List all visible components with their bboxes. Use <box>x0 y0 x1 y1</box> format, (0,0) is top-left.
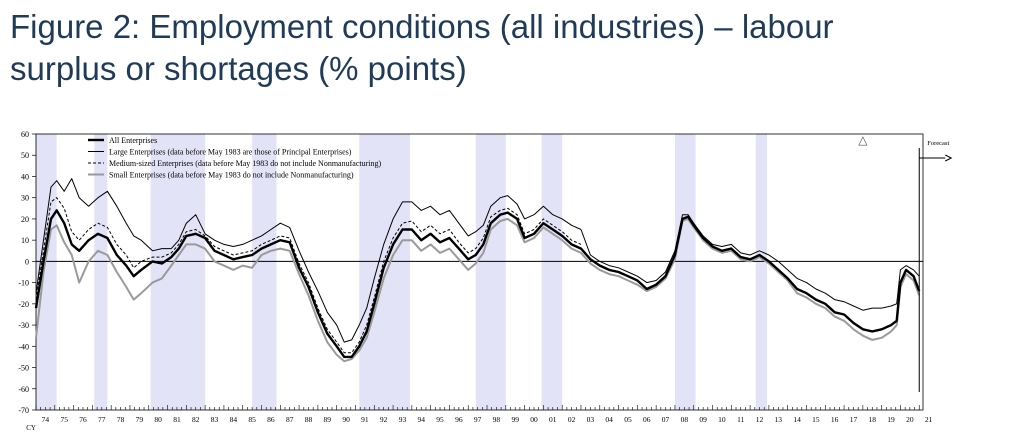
legend-label-3: Small Enterprises (data before May 1983 … <box>109 171 354 180</box>
y-axis: 60 50 40 30 20 10 0 -10 -20 -30 -40 -50 -60 -70 <box>18 130 36 415</box>
recession-band-0 <box>36 134 57 410</box>
series-line-1 <box>35 178 582 343</box>
recession-bands <box>36 134 768 410</box>
x-tick-label: 00 <box>530 415 538 424</box>
x-tick-label: 87 <box>286 415 294 424</box>
y-tick-label: 10 <box>21 236 29 245</box>
forecast-arrowhead <box>945 154 953 162</box>
recession-band-5 <box>475 134 506 410</box>
x-tick-label: 80 <box>154 415 162 424</box>
x-tick-label: 79 <box>136 415 144 424</box>
x-tick-label: 83 <box>211 415 219 424</box>
x-tick-label: 93 <box>399 415 407 424</box>
x-tick-label: 12 <box>756 415 764 424</box>
x-tick-label: 09 <box>699 415 707 424</box>
x-tick-label: 05 <box>624 415 632 424</box>
series-lines <box>34 178 921 363</box>
figure-title-line-1: Figure 2: Employment conditions (all ind… <box>10 8 834 45</box>
recession-band-8 <box>755 134 768 410</box>
recession-band-4 <box>359 134 410 410</box>
y-tick-label: 50 <box>21 151 29 160</box>
x-tick-label: 77 <box>98 415 106 424</box>
recession-band-6 <box>541 134 563 410</box>
plot-border <box>35 133 924 411</box>
x-tick-label: 10 <box>718 415 726 424</box>
x-tick-label: 78 <box>117 415 125 424</box>
x-tick-label: 20 <box>906 415 914 424</box>
x-tick-label: 82 <box>192 415 200 424</box>
x-tick-label: 19 <box>887 415 895 424</box>
legend-label-0: All Enterprises <box>109 136 157 145</box>
x-tick-label: 85 <box>248 415 256 424</box>
x-tick-label: 07 <box>662 415 670 424</box>
x-tick-label: 98 <box>493 415 501 424</box>
x-tick-label: 15 <box>812 415 820 424</box>
y-tick-label: 60 <box>21 130 29 139</box>
x-tick-label: 92 <box>380 415 388 424</box>
y-tick-label: -40 <box>18 342 29 351</box>
x-tick-label: 84 <box>230 415 238 424</box>
x-tick-label: 08 <box>681 415 689 424</box>
x-tick-label: 94 <box>417 415 425 424</box>
y-tick-label: -70 <box>18 406 29 415</box>
x-tick-label: 04 <box>605 415 613 424</box>
y-tick-label: 20 <box>21 215 29 224</box>
recession-band-7 <box>674 134 696 410</box>
triangle-marker: △ <box>858 133 868 147</box>
forecast-label: Forecast <box>927 140 949 147</box>
y-tick-label: -20 <box>18 300 29 309</box>
x-tick-label: 97 <box>474 415 482 424</box>
x-tick-label: 21 <box>925 415 933 424</box>
x-tick-label: 95 <box>436 415 444 424</box>
x-tick-label: 99 <box>511 415 519 424</box>
annotations: △ Forecast <box>858 133 953 392</box>
x-tick-label: 81 <box>173 415 181 424</box>
x-tick-label: 14 <box>793 415 801 424</box>
y-tick-label: -60 <box>18 385 29 394</box>
x-tick-label: 90 <box>342 415 350 424</box>
y-tick-label: 40 <box>21 172 29 181</box>
x-tick-label: 17 <box>850 415 858 424</box>
x-tick-label: 18 <box>869 415 877 424</box>
x-tick-label: 88 <box>305 415 313 424</box>
x-axis-label: CY <box>26 424 36 432</box>
y-tick-label: -30 <box>18 321 29 330</box>
x-axis: 74 75 76 77 78 79 80 81 82 83 84 85 86 87 88 89 90 91 92 93… <box>26 405 933 432</box>
x-tick-label: 91 <box>361 415 369 424</box>
recession-band-1 <box>94 134 108 410</box>
x-tick-label: 02 <box>568 415 576 424</box>
x-tick-label: 86 <box>267 415 275 424</box>
series-line-0 <box>34 209 921 359</box>
x-tick-label: 03 <box>587 415 595 424</box>
y-tick-label: -50 <box>18 364 29 373</box>
legend-label-1: Large Enterprises (data before May 1983 … <box>109 148 352 157</box>
x-tick-label: 11 <box>737 415 744 424</box>
x-tick-label: 16 <box>831 415 839 424</box>
y-tick-label: 0 <box>25 257 29 266</box>
x-tick-label: 75 <box>60 415 68 424</box>
y-tick-label: -10 <box>18 279 29 288</box>
x-tick-label: 96 <box>455 415 463 424</box>
plot-frame <box>35 133 924 411</box>
figure-title-line-2: surplus or shortages (% points) <box>10 50 467 87</box>
series-line-3 <box>35 217 921 363</box>
figure-title: Figure 2: Employment conditions (all ind… <box>10 6 1010 90</box>
series-line-4 <box>580 214 920 311</box>
series-line-2 <box>35 197 582 354</box>
y-tick-label: 30 <box>21 194 29 203</box>
x-tick-label: 13 <box>775 415 783 424</box>
recession-band-3 <box>252 134 277 410</box>
legend-label-2: Medium-sized Enterprises (data before Ma… <box>109 159 381 168</box>
x-tick-label: 06 <box>643 415 651 424</box>
x-tick-label: 01 <box>549 415 557 424</box>
x-tick-label: 76 <box>79 415 87 424</box>
x-tick-label: 89 <box>324 415 332 424</box>
legend: All Enterprises Large Enterprises (data b… <box>88 136 381 180</box>
x-tick-label: 74 <box>42 415 50 424</box>
recession-band-2 <box>150 134 206 410</box>
